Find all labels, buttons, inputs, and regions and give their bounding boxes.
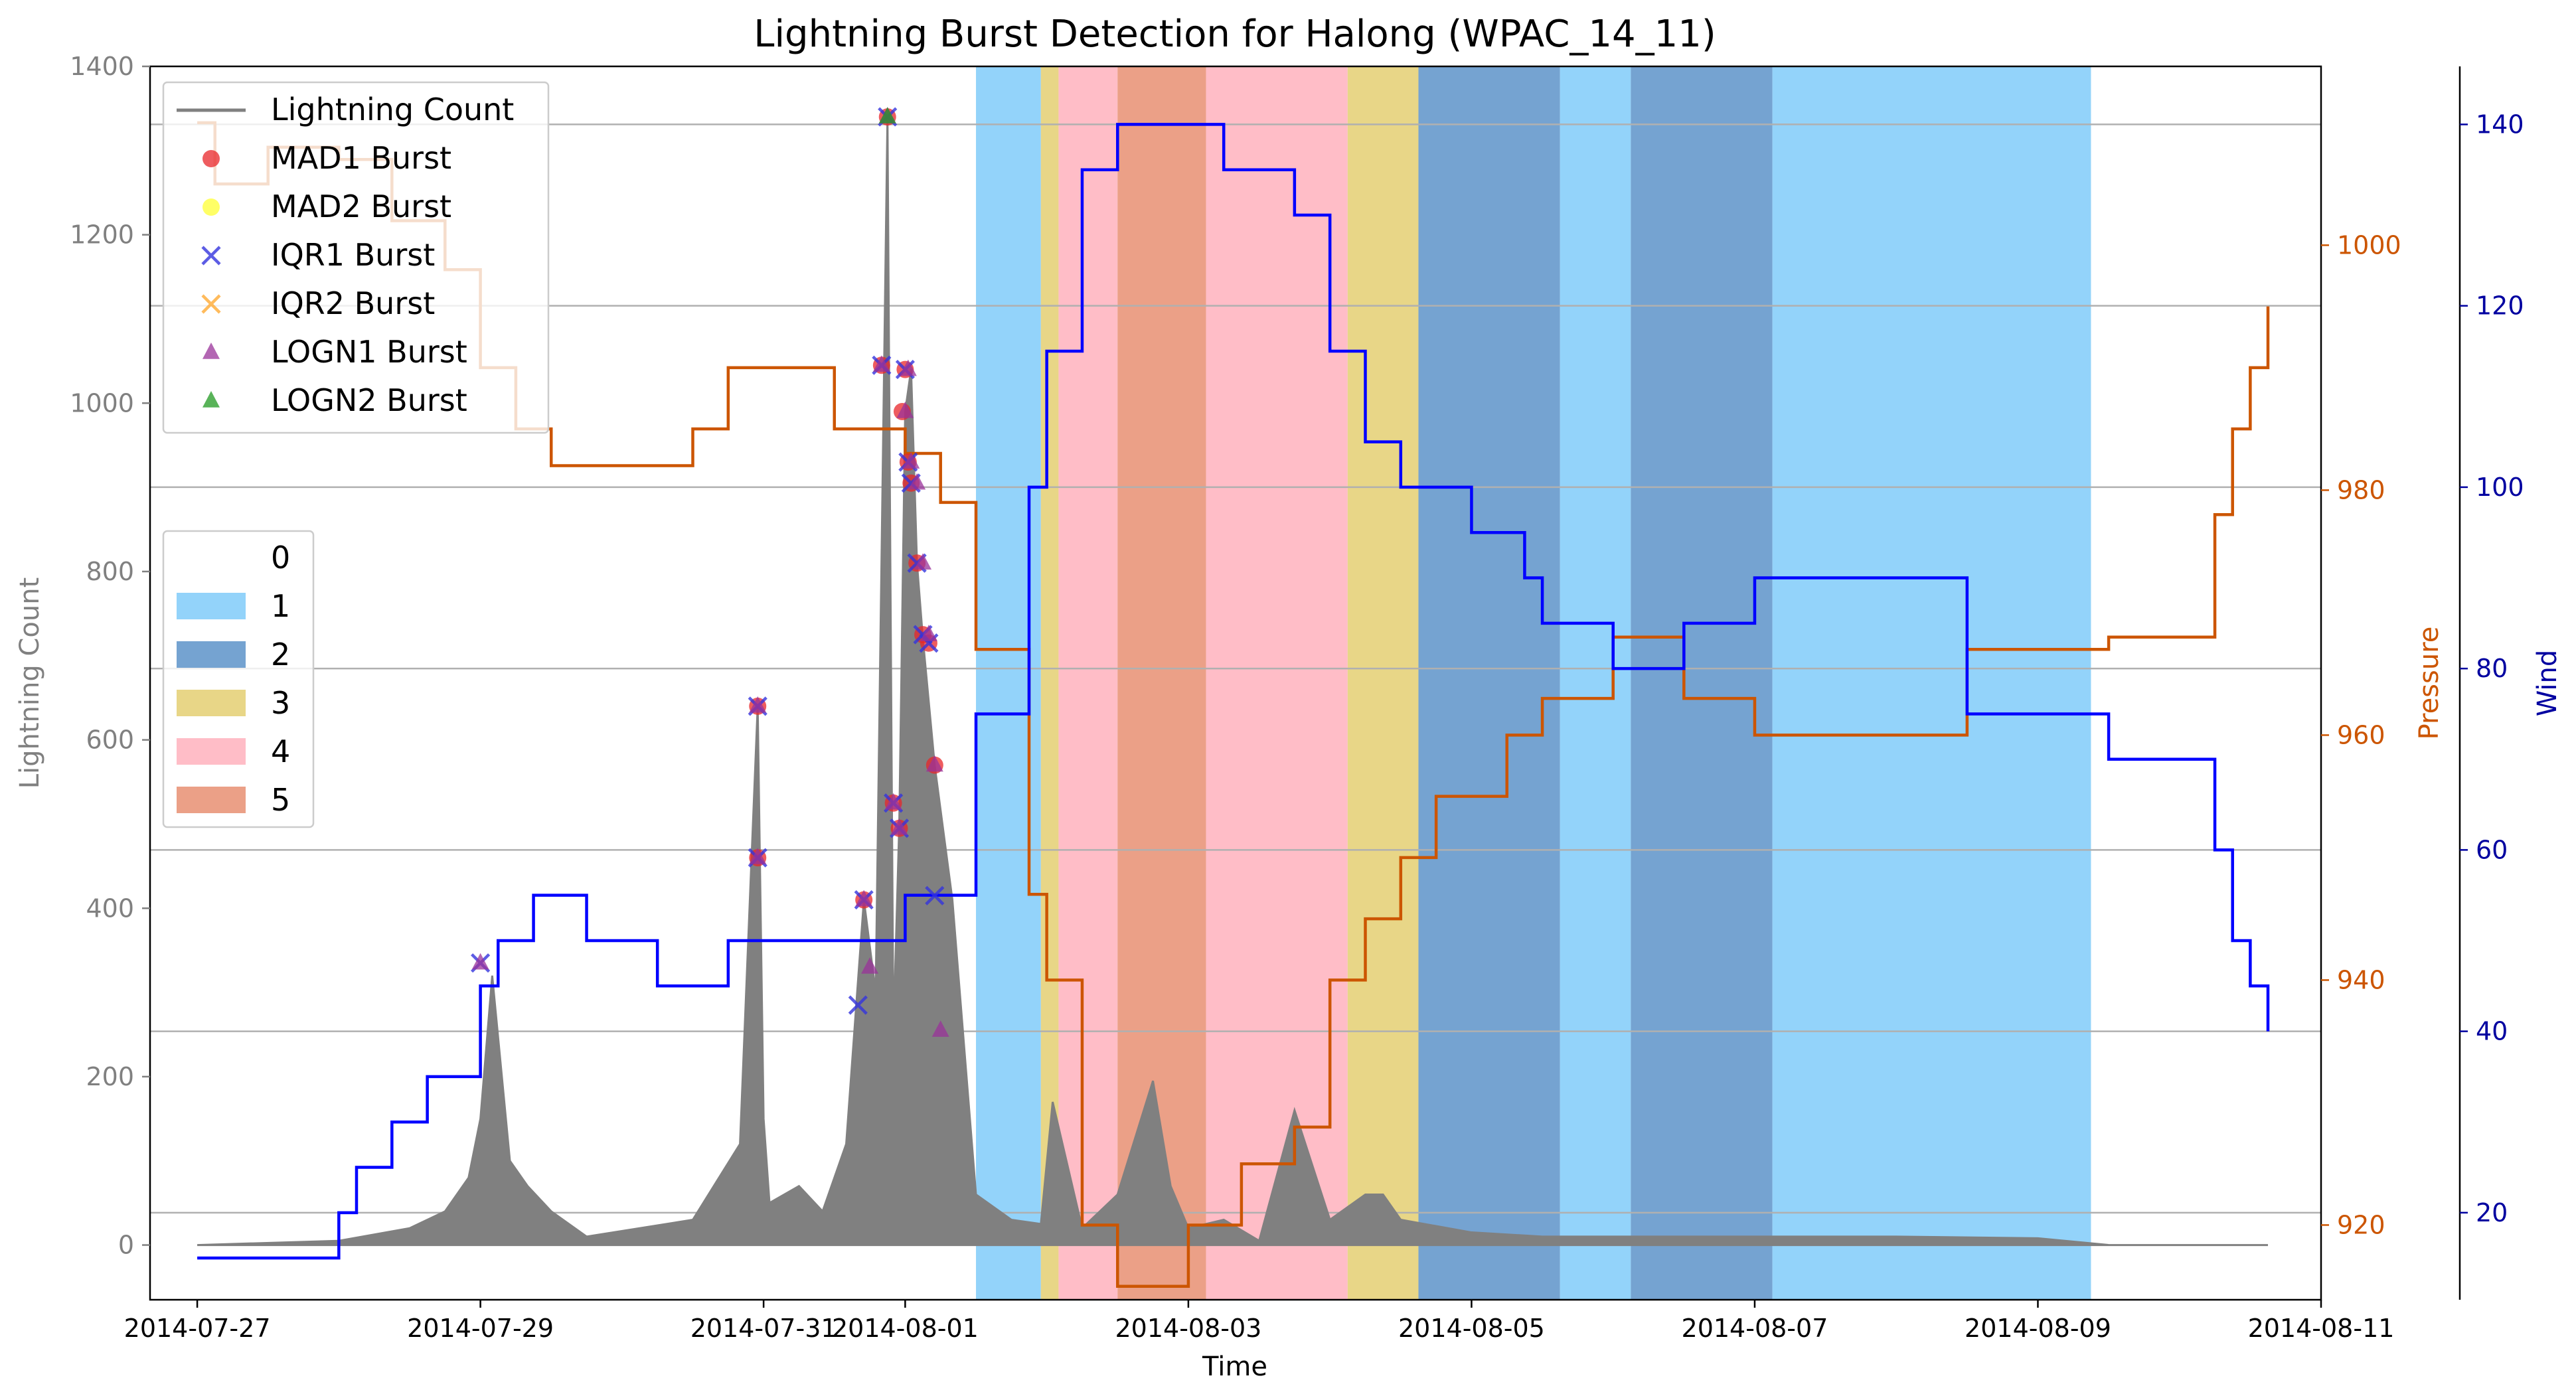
category-legend-label: 2: [271, 637, 290, 672]
category-legend-swatch: [177, 787, 246, 813]
burst-marker: [890, 818, 908, 835]
legend-label: MAD1 Burst: [271, 140, 451, 176]
burst-marker: [884, 793, 902, 810]
category-legend-swatch: [177, 593, 246, 619]
y-pressure-tick-label: 980: [2337, 475, 2385, 504]
legend-swatch: [201, 246, 221, 266]
burst-marker: [749, 696, 767, 713]
y-pressure-tick-label: 1000: [2337, 230, 2401, 260]
category-band: [976, 66, 1041, 1300]
y-left-tick-label: 400: [86, 893, 134, 923]
y-wind-tick-label: 40: [2476, 1017, 2508, 1046]
plot-frame: [149, 65, 2322, 1301]
y-left-tick-label: 1200: [70, 220, 134, 250]
y-pressure-tick-label: 920: [2337, 1210, 2385, 1239]
y-wind-tick-label: 60: [2476, 835, 2508, 864]
axes: 2014-07-27 2014-07-29 2014-07-312014-08-01…: [70, 52, 2524, 1343]
burst-marker: [896, 402, 914, 418]
legend-swatch: [201, 294, 221, 314]
category-band: [1058, 66, 1118, 1300]
y-pressure-tick-label: 960: [2337, 720, 2385, 749]
category-legend-label: 0: [271, 540, 290, 576]
category-band: [1040, 66, 1059, 1300]
burst-marker: [926, 755, 943, 772]
legend-label: LOGN2 Burst: [271, 382, 467, 418]
category-band: [1772, 66, 2091, 1300]
category-legend-label: 1: [271, 588, 290, 624]
burst-marker: [855, 890, 873, 907]
legend-swatch: [202, 391, 220, 408]
x-axis-label: Time: [1202, 1352, 1267, 1382]
category-legend-label: 3: [271, 685, 290, 721]
x-tick-label: 2014-08-07: [1682, 1314, 1828, 1343]
legend-label: IQR2 Burst: [271, 285, 435, 321]
y-left-tick-label: 800: [86, 557, 134, 586]
y-left-tick-label: 0: [118, 1231, 134, 1260]
legend-label: IQR1 Burst: [271, 237, 435, 273]
burst-marker: [920, 625, 937, 641]
category-band: [1117, 66, 1206, 1300]
y-left-tick-label: 200: [86, 1062, 134, 1091]
y-left-tick-label: 600: [86, 726, 134, 755]
category-legend-swatch: [177, 690, 246, 716]
x-tick-label: 2014-08-11: [2248, 1314, 2395, 1343]
burst-marker: [931, 1020, 949, 1037]
y-axis-label-left: Lightning Count: [15, 578, 45, 789]
x-tick-label: 2014-08-09: [1965, 1314, 2111, 1343]
x-tick-label: 2014-08-03: [1115, 1314, 1261, 1343]
legend-swatch: [202, 343, 220, 359]
burst-marker: [902, 452, 920, 469]
legend-label: LOGN1 Burst: [271, 334, 467, 370]
legend-label: MAD2 Burst: [271, 189, 451, 224]
burst-marker: [914, 553, 932, 570]
category-bands: [976, 66, 2091, 1300]
y-axis-label-wind: Wind: [2532, 650, 2563, 717]
legend-swatch: [202, 198, 220, 216]
legend-swatch: [202, 150, 220, 167]
category-band: [1560, 66, 1631, 1300]
series-legend: Lightning Count MAD1 Burst MAD2 Burst IQR1 …: [162, 81, 550, 434]
burst-marker: [749, 848, 767, 864]
category-legend-swatch: [177, 544, 246, 571]
category-legend: 0 1 2 3 4 5: [162, 530, 315, 828]
y-wind-tick-label: 80: [2476, 654, 2508, 683]
chart-title: Lightning Burst Detection for Halong (WP…: [754, 13, 1716, 56]
x-tick-label: 2014-07-29: [407, 1314, 554, 1343]
burst-marker: [878, 107, 896, 123]
category-band: [1631, 66, 1773, 1300]
y-axis-label-pressure: Pressure: [2414, 627, 2445, 740]
burst-marker: [908, 473, 926, 490]
y-left-tick-label: 1000: [70, 388, 134, 418]
category-legend-swatch: [177, 738, 246, 765]
category-band: [1418, 66, 1560, 1300]
y-wind-tick-label: 20: [2476, 1198, 2508, 1227]
y-pressure-tick-label: 940: [2337, 965, 2385, 994]
burst-marker: [872, 355, 890, 372]
category-legend-swatch: [177, 641, 246, 668]
burst-marker: [471, 953, 489, 970]
x-tick-label: 2014-08-01: [832, 1314, 979, 1343]
wind-series: [197, 123, 2270, 1260]
burst-marker: [861, 957, 879, 974]
x-tick-label: 2014-08-05: [1398, 1314, 1545, 1343]
category-band: [1347, 66, 1419, 1300]
y-wind-tick-label: 100: [2476, 473, 2524, 502]
y-left-tick-label: 1400: [70, 52, 134, 81]
y-wind-tick-label: 120: [2476, 291, 2524, 321]
category-legend-label: 4: [271, 734, 290, 769]
burst-marker: [925, 886, 945, 905]
legend-label: Lightning Count: [271, 92, 514, 127]
burst-marker: [899, 359, 917, 376]
x-tick-label: 2014-07-27: [124, 1314, 271, 1343]
x-tick-label: 2014-07-31: [690, 1314, 837, 1343]
category-legend-label: 5: [271, 782, 290, 818]
y-wind-tick-label: 140: [2476, 110, 2524, 139]
wind-line: [197, 123, 2270, 1260]
burst-markers: [471, 107, 949, 1037]
burst-marker: [848, 995, 868, 1015]
category-band: [1206, 66, 1348, 1300]
